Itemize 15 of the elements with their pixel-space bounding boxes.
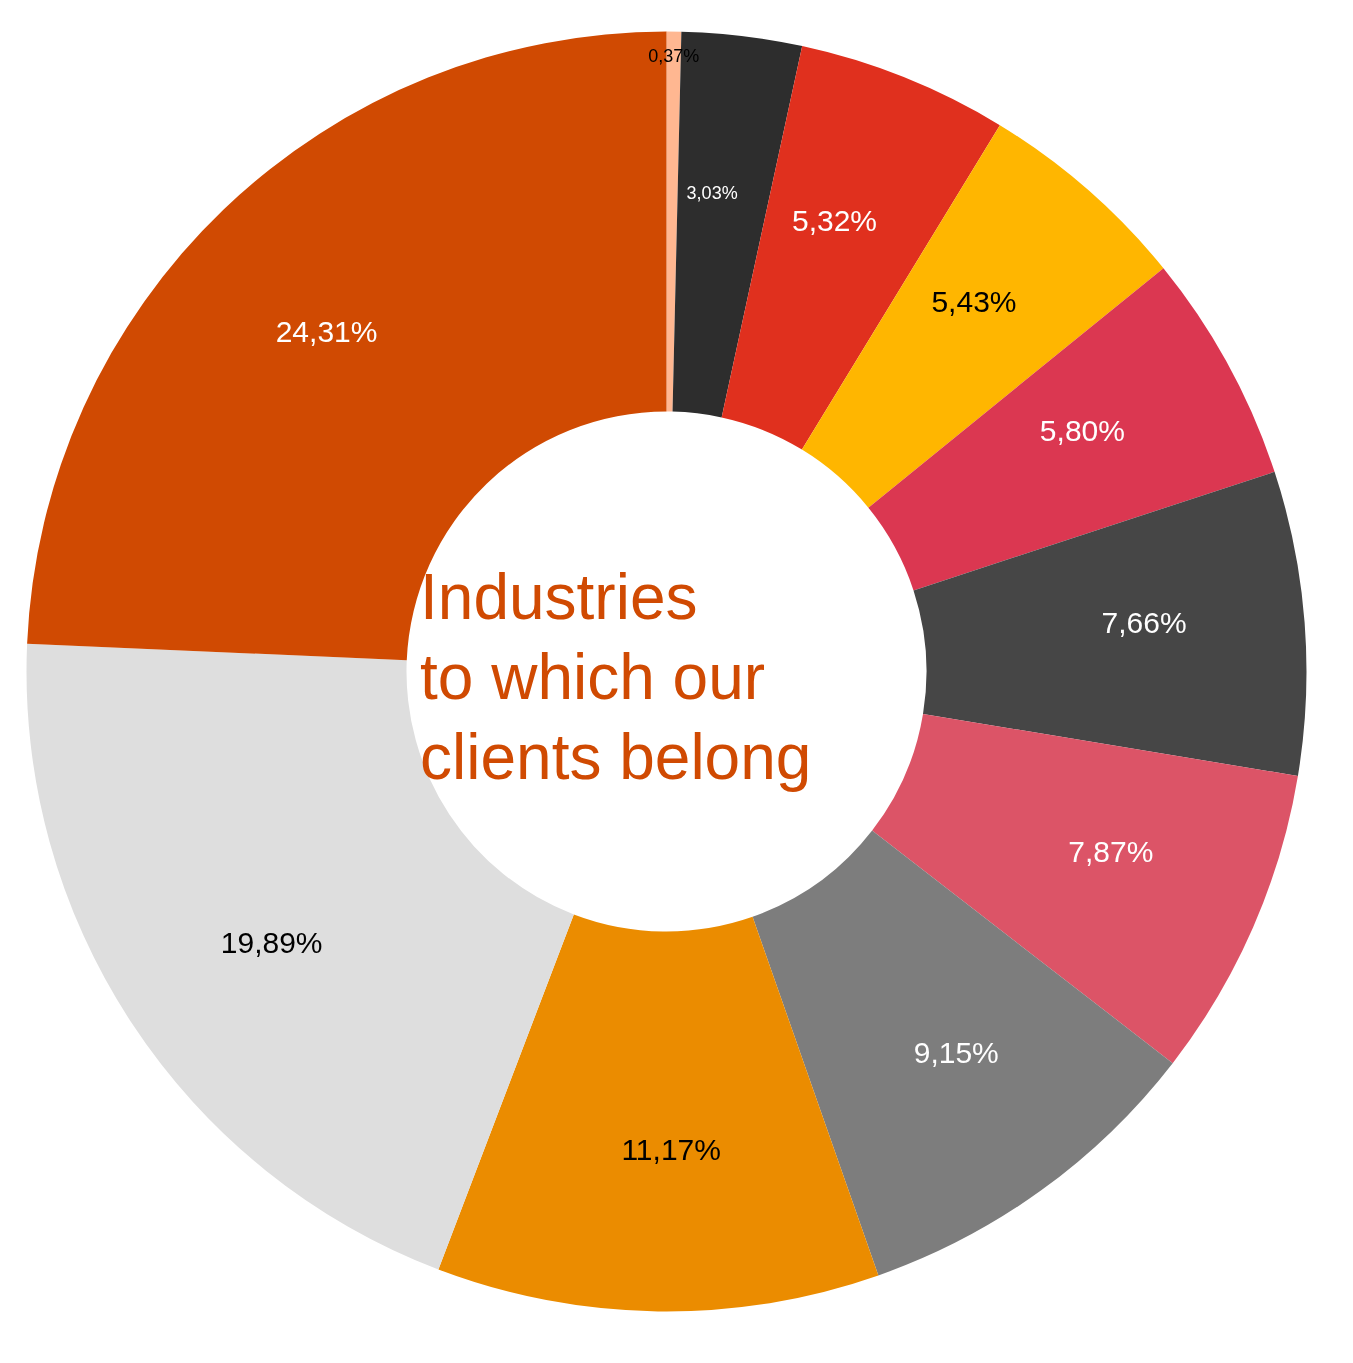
donut-slice bbox=[752, 830, 1173, 1276]
data-label: 24,31% bbox=[275, 314, 378, 348]
data-label: 9,15% bbox=[913, 1036, 999, 1070]
data-label: 3,03% bbox=[686, 182, 738, 203]
donut-slice bbox=[438, 914, 879, 1312]
donut-slice bbox=[913, 471, 1306, 776]
data-label: 5,43% bbox=[931, 284, 1017, 318]
data-label: 5,32% bbox=[791, 203, 878, 237]
text: Industries to which our clients belong bbox=[420, 561, 812, 793]
data-label: 11,17% bbox=[621, 1133, 721, 1167]
data-label: 7,66% bbox=[1101, 605, 1187, 639]
data-label: 5,80% bbox=[1039, 413, 1125, 447]
data-label: 7,87% bbox=[1068, 835, 1154, 869]
data-label: 19,89% bbox=[220, 926, 323, 960]
donut-slice bbox=[868, 268, 1275, 591]
